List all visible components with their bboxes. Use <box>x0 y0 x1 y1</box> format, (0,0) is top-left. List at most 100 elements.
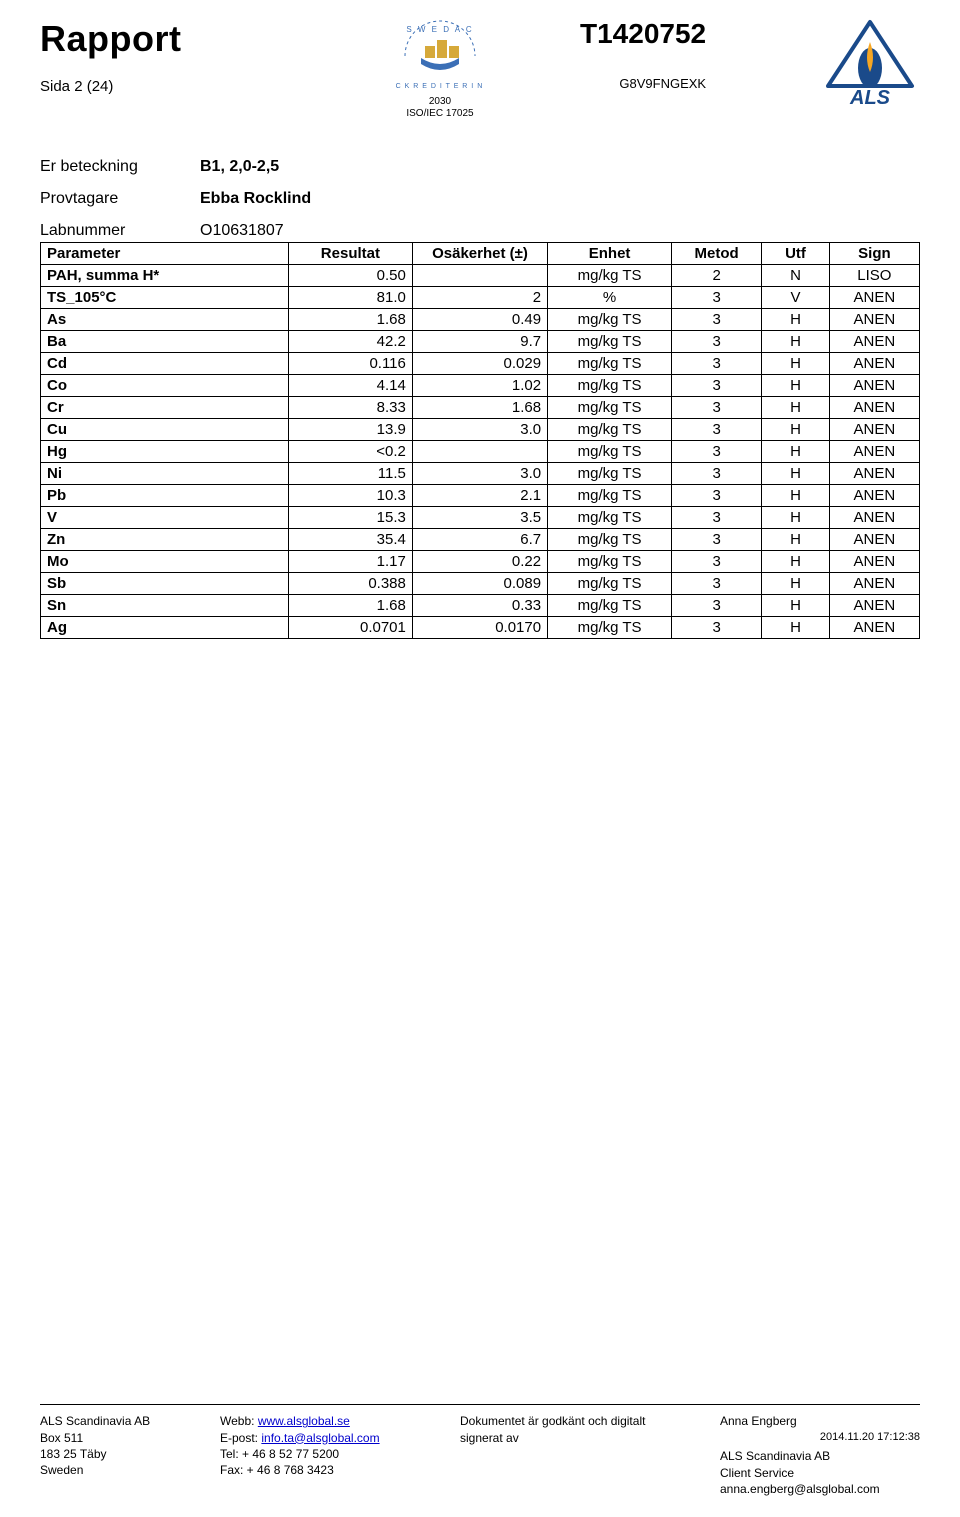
footer-country: Sweden <box>40 1462 190 1478</box>
cell-res: 1.68 <box>288 595 412 617</box>
cell-utf: H <box>762 595 830 617</box>
signature-timestamp: 2014.11.20 17:12:38 <box>720 1430 920 1445</box>
cell-unc: 0.22 <box>412 551 547 573</box>
cell-unc: 0.33 <box>412 595 547 617</box>
cell-utf: H <box>762 551 830 573</box>
cell-res: 0.116 <box>288 353 412 375</box>
cell-param: Sn <box>41 595 289 617</box>
accreditation-standard: ISO/IEC 17025 <box>406 108 473 120</box>
cell-res: 42.2 <box>288 331 412 353</box>
swedac-icon: S W E D A C A C K R E D I T E R I N G <box>395 18 485 96</box>
cell-param: Zn <box>41 529 289 551</box>
cell-param: Ni <box>41 463 289 485</box>
cell-param: Cd <box>41 353 289 375</box>
meta-provtagare: Provtagare Ebba Rocklind <box>40 190 920 208</box>
accreditation-mark: S W E D A C A C K R E D I T E R I N G 20… <box>360 18 520 120</box>
footer-postcode: 183 25 Täby <box>40 1446 190 1462</box>
cell-unit: mg/kg TS <box>548 397 672 419</box>
cell-sign: ANEN <box>829 353 919 375</box>
col-5: Utf <box>762 243 830 265</box>
document-id: T1420752 <box>580 18 706 50</box>
cell-unc: 2.1 <box>412 485 547 507</box>
cell-sign: ANEN <box>829 375 919 397</box>
cell-utf: H <box>762 441 830 463</box>
cell-sign: ANEN <box>829 529 919 551</box>
cell-meth: 3 <box>672 463 762 485</box>
cell-meth: 2 <box>672 265 762 287</box>
cell-unc <box>412 265 547 287</box>
header-left: Rapport Sida 2 (24) <box>40 18 300 95</box>
cell-param: Co <box>41 375 289 397</box>
footer-email-label: E-post: <box>220 1431 261 1445</box>
footer-signer: Anna Engberg 2014.11.20 17:12:38 ALS Sca… <box>720 1413 920 1497</box>
header-right: T1420752 G8V9FNGEXK ALS <box>580 18 920 113</box>
cell-res: 35.4 <box>288 529 412 551</box>
cell-meth: 3 <box>672 617 762 639</box>
table-row: Sb0.3880.089mg/kg TS3HANEN <box>41 573 920 595</box>
cell-param: Ag <box>41 617 289 639</box>
cell-unit: mg/kg TS <box>548 441 672 463</box>
cell-meth: 3 <box>672 529 762 551</box>
er-beteckning-label: Er beteckning <box>40 158 200 176</box>
footer-web-link[interactable]: www.alsglobal.se <box>258 1414 350 1428</box>
footer-sig-line1: Dokumentet är godkänt och digitalt <box>460 1413 690 1429</box>
cell-unit: mg/kg TS <box>548 485 672 507</box>
cell-meth: 3 <box>672 441 762 463</box>
cell-unit: mg/kg TS <box>548 331 672 353</box>
col-4: Metod <box>672 243 762 265</box>
cell-meth: 3 <box>672 375 762 397</box>
footer-email-link[interactable]: info.ta@alsglobal.com <box>261 1431 379 1445</box>
cell-param: Pb <box>41 485 289 507</box>
results-table: ParameterResultatOsäkerhet (±)EnhetMetod… <box>40 242 920 639</box>
cell-unit: mg/kg TS <box>548 309 672 331</box>
table-row: Co4.141.02mg/kg TS3HANEN <box>41 375 920 397</box>
cell-unit: mg/kg TS <box>548 573 672 595</box>
results-table-body: PAH, summa H*0.50mg/kg TS2NLISOTS_105°C8… <box>41 265 920 639</box>
footer-address: ALS Scandinavia AB Box 511 183 25 Täby S… <box>40 1413 190 1497</box>
col-3: Enhet <box>548 243 672 265</box>
cell-utf: H <box>762 463 830 485</box>
svg-text:A C K R E D I T E R I N G: A C K R E D I T E R I N G <box>395 83 485 90</box>
results-table-header-row: ParameterResultatOsäkerhet (±)EnhetMetod… <box>41 243 920 265</box>
cell-param: As <box>41 309 289 331</box>
col-6: Sign <box>829 243 919 265</box>
cell-utf: V <box>762 287 830 309</box>
cell-meth: 3 <box>672 331 762 353</box>
cell-meth: 3 <box>672 287 762 309</box>
meta-er-beteckning: Er beteckning B1, 2,0-2,5 <box>40 158 920 176</box>
table-row: Mo1.170.22mg/kg TS3HANEN <box>41 551 920 573</box>
cell-sign: ANEN <box>829 617 919 639</box>
cell-utf: H <box>762 529 830 551</box>
cell-unit: mg/kg TS <box>548 419 672 441</box>
cell-sign: ANEN <box>829 419 919 441</box>
cell-param: Cr <box>41 397 289 419</box>
document-subcode: G8V9FNGEXK <box>580 76 706 91</box>
cell-param: V <box>41 507 289 529</box>
cell-unit: mg/kg TS <box>548 507 672 529</box>
cell-unc: 0.089 <box>412 573 547 595</box>
cell-unc: 3.5 <box>412 507 547 529</box>
table-row: Zn35.46.7mg/kg TS3HANEN <box>41 529 920 551</box>
cell-meth: 3 <box>672 595 762 617</box>
cell-res: 0.50 <box>288 265 412 287</box>
cell-utf: H <box>762 353 830 375</box>
cell-sign: ANEN <box>829 441 919 463</box>
cell-meth: 3 <box>672 419 762 441</box>
cell-sign: ANEN <box>829 331 919 353</box>
cell-sign: ANEN <box>829 507 919 529</box>
table-row: Pb10.32.1mg/kg TS3HANEN <box>41 485 920 507</box>
cell-unit: mg/kg TS <box>548 265 672 287</box>
cell-res: 15.3 <box>288 507 412 529</box>
labnummer-value: O10631807 <box>200 222 284 240</box>
cell-unc: 6.7 <box>412 529 547 551</box>
cell-res: 11.5 <box>288 463 412 485</box>
cell-param: Mo <box>41 551 289 573</box>
cell-meth: 3 <box>672 485 762 507</box>
table-row: Ag0.07010.0170mg/kg TS3HANEN <box>41 617 920 639</box>
cell-utf: H <box>762 375 830 397</box>
cell-utf: H <box>762 397 830 419</box>
cell-sign: ANEN <box>829 595 919 617</box>
signer-email: anna.engberg@alsglobal.com <box>720 1481 920 1497</box>
cell-unit: % <box>548 287 672 309</box>
col-2: Osäkerhet (±) <box>412 243 547 265</box>
